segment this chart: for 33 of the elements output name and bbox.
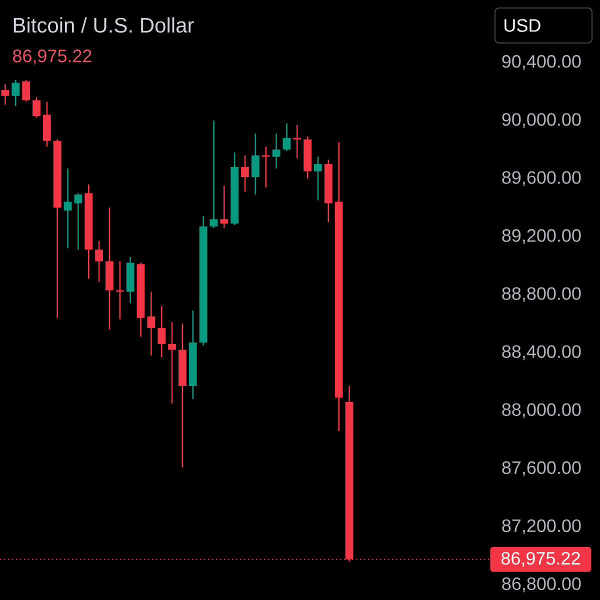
text: USD bbox=[504, 19, 540, 32]
candlestick bbox=[147, 291, 156, 356]
y-tick-label: 89,200.00 bbox=[502, 229, 581, 244]
candlestick bbox=[74, 192, 82, 250]
candlestick bbox=[314, 156, 322, 201]
chart-subtitle: 86,975.22 bbox=[12, 50, 92, 64]
candlestick bbox=[22, 79, 30, 102]
candlestick bbox=[64, 168, 72, 249]
candlestick bbox=[282, 122, 291, 152]
candlestick bbox=[1, 84, 10, 106]
candlestick bbox=[32, 96, 40, 118]
y-tick-label: 89,600.00 bbox=[502, 171, 581, 186]
y-tick-label: 90,400.00 bbox=[502, 55, 581, 70]
candlestick bbox=[272, 132, 280, 170]
y-tick-label: 87,600.00 bbox=[502, 461, 581, 476]
y-tick-label: 90,000.00 bbox=[502, 113, 581, 128]
candlestick bbox=[95, 240, 104, 282]
y-tick-label: 86,800.00 bbox=[502, 577, 581, 592]
candlestick bbox=[262, 146, 270, 188]
chart-title: Bitcoin / U.S. Dollar bbox=[14, 17, 194, 33]
candlestick bbox=[12, 79, 20, 107]
candlestick bbox=[241, 154, 249, 192]
candlestick bbox=[210, 120, 218, 229]
y-tick-label: 88,400.00 bbox=[502, 345, 581, 360]
ref-line-label: 86,975.22 bbox=[501, 552, 580, 567]
y-tick-label: 88,800.00 bbox=[502, 287, 581, 302]
candlestick bbox=[158, 306, 166, 358]
candlestick bbox=[293, 124, 302, 159]
y-tick-label: 87,200.00 bbox=[502, 519, 581, 534]
y-tick-label: 88,000.00 bbox=[502, 403, 581, 418]
candlestick bbox=[220, 185, 228, 229]
candlestick bbox=[251, 132, 260, 196]
candlestick bbox=[168, 322, 176, 404]
